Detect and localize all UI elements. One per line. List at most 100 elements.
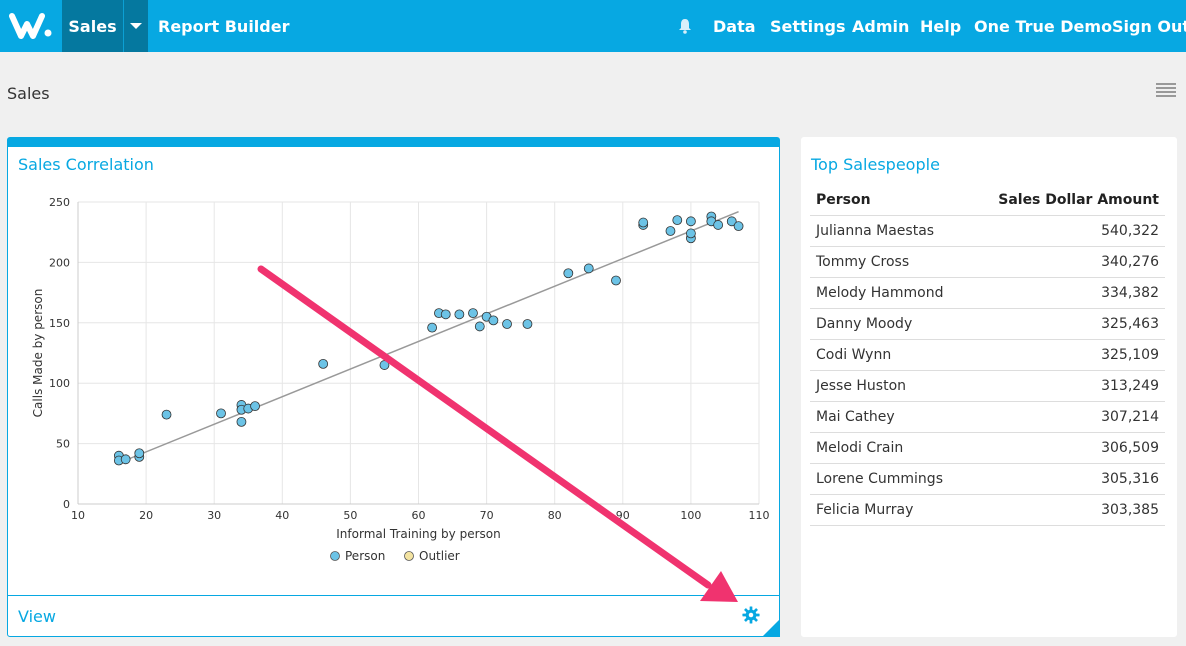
table-row: Jesse Huston 313,249 <box>810 370 1165 402</box>
data-point <box>454 309 465 320</box>
column-header-person[interactable]: Person <box>810 185 969 216</box>
sales-amount-cell[interactable]: 306,509 <box>968 432 1165 464</box>
sales-amount-cell[interactable]: 340,276 <box>968 246 1165 278</box>
x-tick-label: 90 <box>616 509 630 522</box>
legend-label[interactable]: Outlier <box>419 549 460 563</box>
nav-data[interactable]: Data <box>713 16 756 36</box>
data-point <box>120 454 131 465</box>
data-point <box>583 263 594 274</box>
table-row: Felicia Murray 303,385 <box>810 494 1165 526</box>
salespeople-table: Person Sales Dollar Amount Julianna Maes… <box>810 185 1165 526</box>
legend-marker <box>330 551 340 561</box>
y-tick-label: 100 <box>49 377 70 390</box>
data-point <box>611 275 621 286</box>
table-row: Mai Cathey 307,214 <box>810 401 1165 433</box>
chevron-down-icon <box>130 23 142 29</box>
y-axis-label: Calls Made by person <box>31 289 45 418</box>
table-row: Melodi Crain 306,509 <box>810 432 1165 464</box>
person-cell[interactable]: Felicia Murray <box>810 494 969 526</box>
card-footer: View <box>8 595 779 635</box>
data-point <box>236 416 247 427</box>
table-row: Danny Moody 325,463 <box>810 308 1165 340</box>
person-cell[interactable]: Lorene Cummings <box>810 463 969 495</box>
person-cell[interactable]: Jesse Huston <box>810 370 969 402</box>
y-tick-label: 250 <box>49 196 70 209</box>
data-point <box>522 319 533 329</box>
data-point <box>672 215 683 226</box>
data-point <box>488 315 499 326</box>
table-row: Tommy Cross 340,276 <box>810 246 1165 278</box>
table-header-row: Person Sales Dollar Amount <box>810 185 1165 216</box>
x-tick-label: 80 <box>548 509 562 522</box>
view-link[interactable]: View <box>18 607 56 626</box>
table-card-title[interactable]: Top Salespeople <box>811 155 940 174</box>
table-row: Julianna Maestas 540,322 <box>810 215 1165 247</box>
person-cell[interactable]: Melodi Crain <box>810 432 969 464</box>
person-cell[interactable]: Tommy Cross <box>810 246 969 278</box>
x-tick-label: 10 <box>71 509 85 522</box>
nav-sales-button[interactable]: Sales <box>62 0 123 52</box>
table-row: Lorene Cummings 305,316 <box>810 463 1165 495</box>
sales-amount-cell[interactable]: 540,322 <box>968 215 1165 247</box>
sales-correlation-card: Sales Correlation 10 20 30 40 50 60 70 80 90 100 1… <box>7 137 780 637</box>
logo-icon[interactable] <box>0 0 62 52</box>
data-point <box>665 226 676 236</box>
data-point <box>502 319 512 329</box>
nav-admin[interactable]: Admin <box>852 16 910 36</box>
sales-amount-cell[interactable]: 307,214 <box>968 401 1165 433</box>
column-header-sales-amount[interactable]: Sales Dollar Amount <box>968 185 1165 216</box>
sales-amount-cell[interactable]: 334,382 <box>968 277 1165 309</box>
top-nav: Sales Report Builder Data Settings Admin… <box>0 0 1186 52</box>
person-cell[interactable]: Codi Wynn <box>810 339 969 371</box>
table-row: Codi Wynn 325,109 <box>810 339 1165 371</box>
trend-line <box>118 210 739 464</box>
sales-amount-cell[interactable]: 303,385 <box>968 494 1165 526</box>
data-point <box>468 308 478 319</box>
y-tick-label: 50 <box>56 438 70 451</box>
x-tick-label: 40 <box>275 509 289 522</box>
x-tick-label: 50 <box>343 509 357 522</box>
person-cell[interactable]: Mai Cathey <box>810 401 969 433</box>
bell-icon[interactable] <box>677 18 693 34</box>
person-cell[interactable]: Danny Moody <box>810 308 969 340</box>
person-cell[interactable]: Julianna Maestas <box>810 215 969 247</box>
y-tick-label: 0 <box>63 498 70 511</box>
legend-label[interactable]: Person <box>345 549 385 563</box>
x-tick-label: 20 <box>139 509 153 522</box>
data-point <box>686 216 696 227</box>
person-cell[interactable]: Melody Hammond <box>810 277 969 309</box>
data-point <box>379 360 390 370</box>
sales-amount-cell[interactable]: 325,109 <box>968 339 1165 371</box>
x-tick-label: 60 <box>412 509 426 522</box>
data-point <box>134 448 145 459</box>
sales-amount-cell[interactable]: 305,316 <box>968 463 1165 495</box>
x-tick-label: 100 <box>680 509 701 522</box>
top-salespeople-card: Top Salespeople Person Sales Dollar Amou… <box>801 137 1177 637</box>
data-point <box>726 216 737 227</box>
y-tick-label: 150 <box>49 317 70 330</box>
scatter-chart: 10 20 30 40 50 60 70 80 90 100 110 0 50 100 150 200 250 I… <box>31 196 770 563</box>
x-tick-label: 110 <box>749 509 770 522</box>
data-point <box>638 217 649 228</box>
sales-amount-cell[interactable]: 325,463 <box>968 308 1165 340</box>
nav-account[interactable]: One True Demo <box>974 16 1113 36</box>
x-tick-label: 70 <box>480 509 494 522</box>
resize-corner[interactable] <box>762 619 780 637</box>
nav-help[interactable]: Help <box>920 16 962 36</box>
chart-card-title[interactable]: Sales Correlation <box>18 155 154 174</box>
data-point <box>250 401 260 412</box>
nav-sales-dropdown-caret[interactable] <box>123 0 148 52</box>
data-point <box>318 358 329 369</box>
nav-settings[interactable]: Settings <box>770 16 846 36</box>
x-axis-label: Informal Training by person <box>336 527 500 541</box>
nav-report-builder[interactable]: Report Builder <box>158 16 290 36</box>
data-point <box>427 322 438 333</box>
x-tick-label: 30 <box>207 509 221 522</box>
sales-amount-cell[interactable]: 313,249 <box>968 370 1165 402</box>
data-point <box>216 408 226 419</box>
gear-icon[interactable] <box>742 606 760 624</box>
legend-marker <box>404 551 414 561</box>
nav-sign-out[interactable]: Sign Out <box>1112 16 1186 36</box>
data-point <box>563 268 574 279</box>
list-menu-icon[interactable] <box>1156 83 1176 101</box>
